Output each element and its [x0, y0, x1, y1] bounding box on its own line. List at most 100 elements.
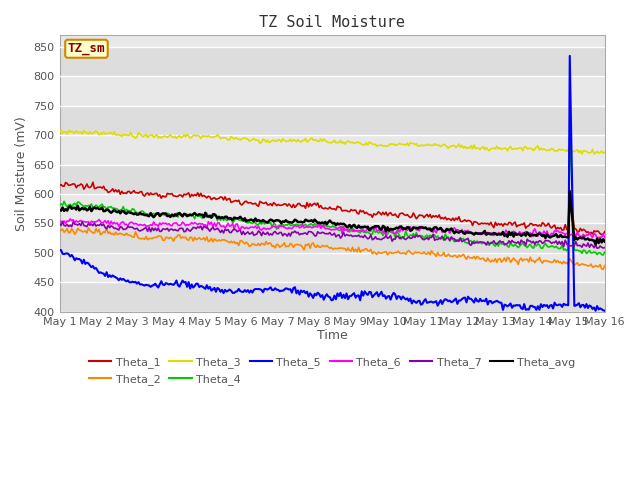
Line: Theta_1: Theta_1	[60, 182, 605, 235]
Theta_3	[572, 148, 580, 154]
Theta_3	[601, 149, 609, 155]
Theta_3	[578, 151, 586, 157]
Theta_5	[294, 288, 302, 293]
Line: Theta_avg: Theta_avg	[60, 191, 605, 244]
Theta_1	[89, 180, 97, 185]
Theta_6	[595, 235, 602, 240]
Theta_1	[220, 197, 227, 203]
Theta_avg	[294, 219, 302, 225]
Theta_2	[56, 227, 63, 233]
Theta_avg	[601, 239, 609, 244]
Bar	[60, 165, 605, 194]
Bar	[60, 194, 605, 224]
Theta_2	[247, 242, 255, 248]
Theta_4	[56, 202, 63, 208]
Theta_avg	[218, 215, 226, 220]
Theta_5	[246, 289, 253, 295]
Theta_avg	[56, 207, 63, 213]
Theta_5	[592, 308, 600, 313]
Line: Theta_7: Theta_7	[60, 222, 605, 248]
Theta_1	[601, 229, 609, 235]
Theta_5	[122, 278, 130, 284]
Theta_avg	[566, 188, 573, 194]
Bar	[60, 224, 605, 253]
Theta_7	[296, 232, 303, 238]
Theta_4	[246, 219, 253, 225]
Bar	[60, 135, 605, 165]
Theta_6	[124, 223, 132, 229]
Theta_2	[572, 261, 580, 267]
Theta_7	[601, 245, 609, 251]
Theta_6	[247, 224, 255, 230]
Theta_1	[238, 202, 246, 208]
Theta_2	[599, 266, 607, 272]
Theta_2	[103, 224, 111, 230]
Theta_1	[247, 200, 255, 205]
Theta_2	[220, 237, 227, 243]
Theta_6	[220, 223, 227, 229]
Legend: Theta_1, Theta_2, Theta_3, Theta_4, Theta_5, Theta_6, Theta_7, Theta_avg: Theta_1, Theta_2, Theta_3, Theta_4, Thet…	[84, 353, 580, 389]
X-axis label: Time: Time	[317, 329, 348, 342]
Bar	[60, 76, 605, 106]
Theta_5	[236, 288, 244, 294]
Theta_2	[124, 232, 132, 238]
Theta_4	[218, 215, 226, 220]
Theta_avg	[236, 214, 244, 220]
Bar	[60, 47, 605, 76]
Theta_4	[599, 252, 607, 258]
Theta_avg	[122, 211, 130, 216]
Line: Theta_6: Theta_6	[60, 219, 605, 238]
Theta_3	[56, 131, 63, 136]
Theta_6	[296, 225, 303, 231]
Theta_4	[294, 222, 302, 228]
Text: TZ_sm: TZ_sm	[68, 42, 105, 55]
Theta_1	[296, 201, 303, 206]
Bar	[60, 282, 605, 312]
Theta_avg	[592, 241, 600, 247]
Theta_4	[122, 206, 130, 212]
Theta_5	[572, 302, 580, 308]
Theta_5	[56, 247, 63, 252]
Theta_2	[296, 242, 303, 248]
Theta_3	[247, 138, 255, 144]
Theta_6	[56, 218, 63, 224]
Theta_avg	[572, 235, 580, 240]
Theta_3	[124, 132, 132, 138]
Theta_1	[572, 226, 580, 232]
Theta_4	[566, 127, 573, 132]
Theta_7	[238, 232, 246, 238]
Theta_3	[57, 127, 65, 133]
Theta_6	[67, 216, 74, 222]
Theta_2	[601, 263, 609, 268]
Theta_6	[572, 233, 580, 239]
Theta_3	[220, 135, 227, 141]
Theta_4	[601, 249, 609, 255]
Theta_avg	[246, 217, 253, 223]
Theta_7	[220, 230, 227, 236]
Y-axis label: Soil Moisture (mV): Soil Moisture (mV)	[15, 116, 28, 231]
Theta_1	[56, 183, 63, 189]
Theta_5	[566, 53, 573, 59]
Line: Theta_3: Theta_3	[60, 130, 605, 154]
Theta_7	[593, 245, 601, 251]
Theta_7	[247, 231, 255, 237]
Theta_5	[601, 308, 609, 313]
Theta_3	[238, 136, 246, 142]
Theta_1	[598, 232, 605, 238]
Bar	[60, 253, 605, 282]
Theta_5	[218, 287, 226, 293]
Theta_7	[56, 220, 63, 226]
Bar	[60, 106, 605, 135]
Theta_1	[124, 189, 132, 194]
Theta_6	[238, 224, 246, 229]
Theta_7	[79, 219, 86, 225]
Theta_6	[601, 235, 609, 240]
Theta_4	[236, 217, 244, 223]
Theta_7	[124, 224, 132, 229]
Theta_7	[572, 239, 580, 245]
Line: Theta_4: Theta_4	[60, 130, 605, 255]
Line: Theta_5: Theta_5	[60, 56, 605, 311]
Theta_4	[572, 247, 580, 253]
Theta_3	[296, 138, 303, 144]
Theta_2	[238, 238, 246, 244]
